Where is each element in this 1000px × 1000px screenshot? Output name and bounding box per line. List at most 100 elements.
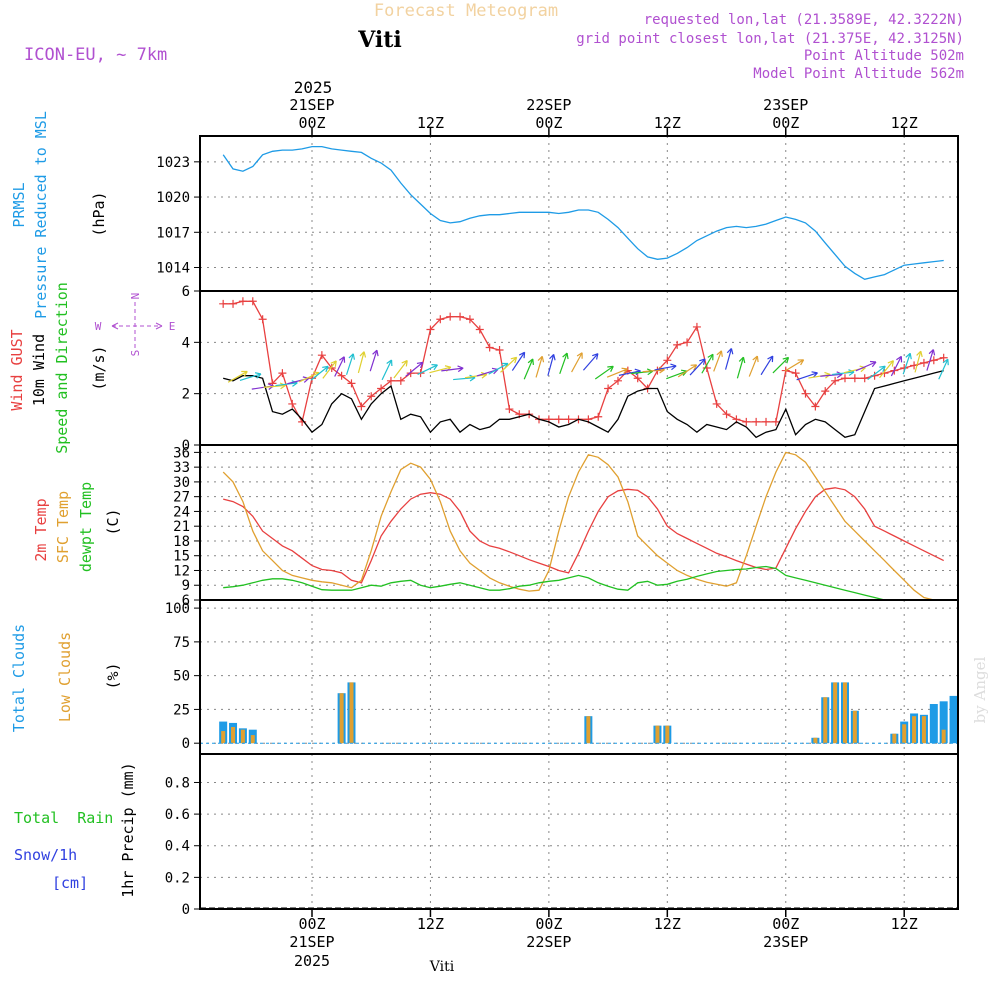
gust-point bbox=[386, 376, 395, 385]
top-time-label: 00Z bbox=[298, 114, 325, 132]
wind-arrow bbox=[488, 362, 509, 375]
wind-arrow bbox=[523, 358, 534, 380]
wind-arrow bbox=[867, 365, 886, 381]
y-tick-label: 50 bbox=[173, 669, 190, 685]
wind-arrow bbox=[511, 351, 526, 371]
gust-point bbox=[229, 299, 238, 308]
gust-point bbox=[406, 369, 415, 378]
wind-arrow bbox=[666, 370, 688, 380]
gust-point bbox=[564, 415, 573, 424]
wind-arrow-head bbox=[738, 356, 746, 364]
gust-point bbox=[771, 417, 780, 426]
wind-arrow bbox=[606, 368, 628, 378]
gust-point bbox=[465, 315, 474, 324]
wind-arrow-head bbox=[457, 365, 464, 373]
wind-arrow bbox=[689, 358, 706, 376]
wind-arrow bbox=[914, 350, 922, 373]
compass-s: S bbox=[129, 350, 142, 357]
wind-arrow-head bbox=[621, 367, 628, 374]
temp-unit-label: (C) bbox=[104, 508, 122, 535]
prmsl-desc-label: Pressure Reduced to MSL bbox=[32, 111, 50, 319]
wind-arrow bbox=[239, 373, 262, 382]
bottom-date-label: 22SEP bbox=[526, 933, 571, 951]
location-title: Viti bbox=[357, 27, 402, 53]
wind-arrow bbox=[310, 365, 329, 381]
gust-point bbox=[485, 343, 494, 352]
gust-point bbox=[850, 374, 859, 383]
gust-point bbox=[801, 389, 810, 398]
low-cloud-bar bbox=[921, 716, 926, 744]
panel-frame bbox=[199, 753, 959, 910]
bottom-date-label: 21SEP bbox=[289, 933, 334, 951]
total-clouds-label: Total Clouds bbox=[10, 624, 28, 732]
wind-arrow-head bbox=[510, 356, 518, 364]
y-tick-label: 15 bbox=[173, 549, 190, 565]
low-cloud-bar bbox=[902, 724, 907, 744]
series-line-10m-wind bbox=[223, 369, 944, 439]
panel-data bbox=[200, 682, 958, 744]
wind-arrow-head bbox=[942, 358, 949, 366]
requested-coords: requested lon,lat (21.3589E, 42.3222N) bbox=[644, 12, 964, 28]
wind-arrow bbox=[417, 364, 438, 375]
model-altitude: Model Point Altitude 562m bbox=[753, 66, 964, 82]
gust-point bbox=[929, 356, 938, 365]
wind-arrow bbox=[879, 360, 894, 379]
low-cloud-bar bbox=[833, 682, 838, 744]
gust-point bbox=[791, 369, 800, 378]
gust-point bbox=[722, 410, 731, 419]
gust-point bbox=[939, 353, 948, 362]
low-cloud-bar bbox=[665, 725, 670, 744]
snow-label: Snow/1h bbox=[14, 846, 77, 864]
low-cloud-bar bbox=[586, 716, 591, 744]
wind-arrow bbox=[713, 350, 722, 372]
gust-point bbox=[248, 297, 257, 306]
wind-arrow-head bbox=[896, 355, 903, 363]
wind-desc-label: Speed and Direction bbox=[53, 282, 71, 454]
wind-arrow bbox=[582, 353, 599, 371]
gust-point bbox=[683, 338, 692, 347]
panel-data bbox=[219, 297, 949, 439]
wind-arrow-head bbox=[699, 358, 706, 365]
wind-arrow-head bbox=[518, 351, 526, 359]
gust-point bbox=[919, 358, 928, 367]
wind-arrow bbox=[820, 373, 843, 377]
gust-point bbox=[258, 315, 267, 324]
wind-arrow-head bbox=[359, 351, 367, 358]
series-line-wind-gust bbox=[223, 300, 944, 424]
gust-point bbox=[840, 374, 849, 383]
prmsl-label: PRMSL bbox=[10, 182, 28, 227]
y-tick-label: 6 bbox=[182, 284, 190, 300]
wind-arrow bbox=[654, 365, 677, 371]
wind-arrow-head bbox=[339, 356, 346, 363]
wind-arrow bbox=[724, 348, 733, 370]
gust-point bbox=[396, 376, 405, 385]
gust-point bbox=[327, 364, 336, 372]
wind-arrow-head bbox=[716, 350, 723, 357]
gust-point bbox=[663, 356, 672, 365]
total-rain-label: Total Rain bbox=[14, 809, 113, 827]
gust-point bbox=[742, 417, 751, 426]
y-tick-label: 36 bbox=[173, 445, 190, 461]
top-date-label: 21SEP bbox=[289, 96, 334, 114]
wind-arrow bbox=[855, 361, 877, 372]
wind-arrow bbox=[784, 359, 804, 372]
low-cloud-bar bbox=[349, 682, 354, 744]
wind-arrow-head bbox=[690, 364, 698, 371]
wind-arrow-head bbox=[928, 349, 936, 356]
compass-n: N bbox=[129, 293, 142, 300]
top-time-label: 00Z bbox=[772, 114, 799, 132]
y-tick-label: 0 bbox=[182, 736, 190, 752]
y-tick-label: 21 bbox=[173, 519, 190, 535]
gust-point bbox=[880, 369, 889, 378]
wind-arrow bbox=[227, 370, 248, 383]
top-date-label: 22SEP bbox=[526, 96, 571, 114]
wind-arrow bbox=[334, 356, 345, 377]
y-tick-label: 2 bbox=[182, 387, 190, 403]
wind-arrow bbox=[298, 372, 320, 383]
compass-w: W bbox=[95, 320, 102, 333]
gust-point bbox=[337, 371, 346, 380]
compass-icon: N S W E bbox=[95, 293, 176, 357]
y-tick-label: 1020 bbox=[156, 190, 190, 206]
wind-arrow bbox=[571, 352, 583, 373]
series-line-2m-temp bbox=[223, 487, 944, 584]
